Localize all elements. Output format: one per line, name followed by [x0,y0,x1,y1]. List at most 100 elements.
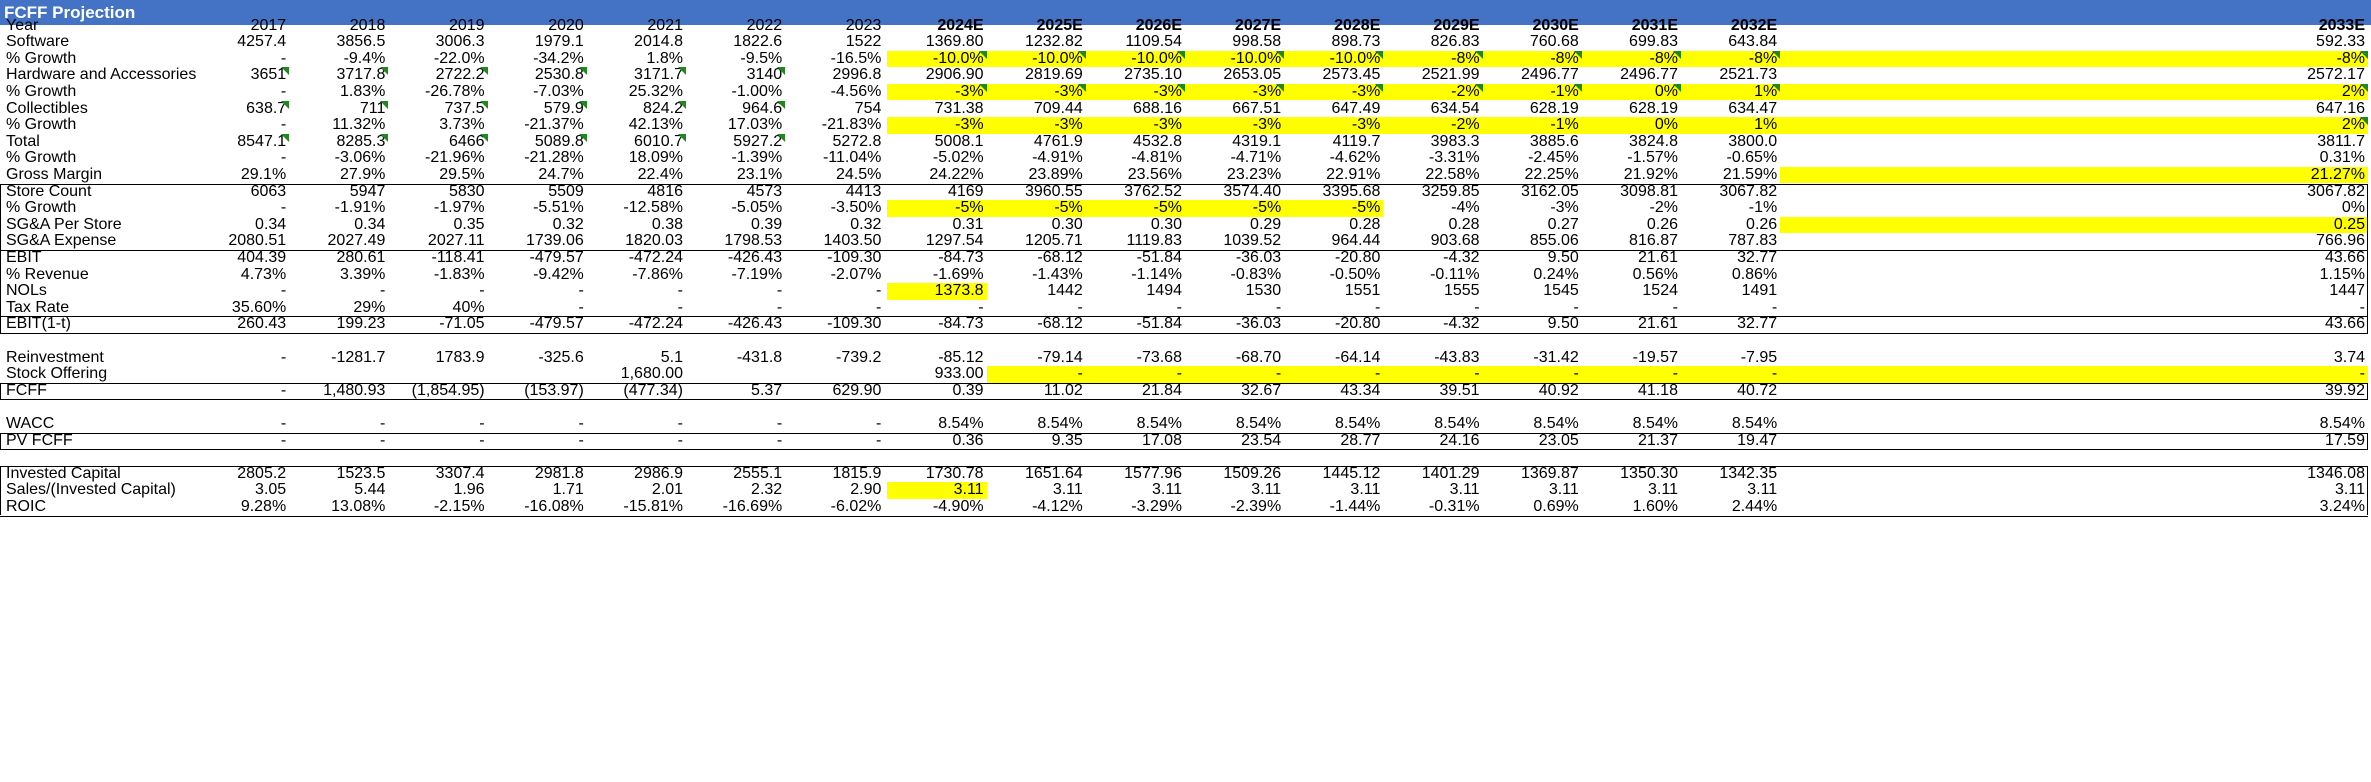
table-cell[interactable]: -11.04% [822,149,882,167]
table-cell[interactable]: - [1681,365,1781,383]
table-cell[interactable]: 23.54 [1241,431,1282,449]
table-cell[interactable]: 4319.1 [1232,132,1282,150]
table-cell[interactable]: 0.31 [952,215,984,233]
table-cell[interactable]: -5.02% [932,149,984,167]
table-cell[interactable]: -4.32 [1443,315,1480,333]
table-cell[interactable]: 1442 [1047,282,1083,300]
table-cell[interactable] [1681,399,1780,416]
table-cell[interactable]: 23.05 [1538,431,1579,449]
row-label[interactable]: Total [6,132,40,150]
table-cell[interactable]: -84.73 [938,248,984,266]
table-cell[interactable]: - [1672,298,1678,316]
table-cell[interactable]: - [677,431,683,449]
table-cell[interactable]: 647.49 [1331,99,1381,117]
row-label[interactable]: SG&A Expense [6,232,117,250]
table-cell[interactable]: 2019 [448,16,485,34]
table-cell[interactable]: 0.35 [453,215,485,233]
table-cell[interactable]: 24.5% [836,165,882,183]
table-cell[interactable]: 1509.26 [1223,464,1282,482]
table-cell[interactable]: -479.57 [529,315,584,333]
table-cell[interactable]: -7.19% [731,265,783,283]
table-cell[interactable]: 40.72 [1737,381,1778,399]
table-cell[interactable]: 2% [1780,116,2368,134]
table-cell[interactable]: -36.03 [1235,315,1282,333]
table-cell[interactable]: - [876,431,882,449]
row-label[interactable]: Gross Margin [6,165,103,183]
table-cell[interactable]: -6.02% [830,497,882,515]
table-cell[interactable]: -472.24 [628,315,683,333]
table-cell[interactable]: 1530 [1245,282,1282,300]
table-cell[interactable]: - [1573,298,1579,316]
table-cell[interactable]: 23.23% [1226,165,1282,183]
table-cell[interactable]: 1.15% [2319,265,2365,283]
table-cell[interactable]: 2033E [2318,16,2365,34]
table-cell[interactable]: 2496.77 [1520,66,1579,84]
table-cell[interactable]: 2981.8 [534,464,584,482]
table-cell[interactable] [1780,399,2368,416]
table-cell[interactable]: - [578,414,584,432]
table-cell[interactable]: -3% [1284,83,1384,101]
table-cell[interactable]: 3067.82 [2307,182,2365,200]
table-cell[interactable]: 2021 [647,16,683,34]
table-cell[interactable]: 1373.8 [887,282,987,300]
table-cell[interactable]: -109.30 [827,248,882,266]
table-cell[interactable]: 6010.7 [587,133,687,151]
table-cell[interactable]: 8.54% [1335,414,1381,432]
table-cell[interactable]: -12.58% [623,199,683,217]
table-cell[interactable]: 29.5% [439,165,485,183]
table-cell[interactable]: -8% [1482,50,1582,68]
table-cell[interactable]: 2031E [1631,16,1678,34]
table-cell[interactable]: 1% [1681,116,1781,134]
table-cell[interactable]: 638.7 [190,100,290,118]
table-cell[interactable]: - [1482,365,1582,383]
table-cell[interactable]: -26.78% [424,82,485,100]
table-cell[interactable]: 816.87 [1629,232,1678,250]
table-cell[interactable]: 21.84 [1141,381,1182,399]
table-cell[interactable]: 1,680.00 [620,365,683,383]
table-cell[interactable]: -7.03% [533,82,584,100]
table-cell[interactable]: 1297.54 [925,232,984,250]
table-cell[interactable]: 1346.08 [2307,464,2365,482]
table-cell[interactable]: 1232.82 [1024,33,1083,51]
table-cell[interactable]: 711 [289,100,389,118]
table-cell[interactable]: -10.0% [1185,50,1285,68]
table-cell[interactable]: 688.16 [1133,99,1182,117]
table-cell[interactable]: -10.0% [1085,50,1186,68]
table-cell[interactable]: 2032E [1730,16,1778,34]
table-cell[interactable]: 737.5 [388,100,488,118]
table-cell[interactable]: 1783.9 [435,348,485,366]
table-cell[interactable]: - [280,82,287,100]
table-cell[interactable] [488,399,587,416]
table-cell[interactable]: 41.18 [1637,381,1678,399]
table-cell[interactable]: 1039.52 [1223,232,1282,250]
table-cell[interactable] [887,449,986,466]
table-cell[interactable]: -0.50% [1329,265,1381,283]
table-cell[interactable]: 1.71 [552,481,584,499]
table-cell[interactable]: 0.39 [952,381,984,399]
table-cell[interactable]: 2029E [1433,16,1480,34]
table-cell[interactable] [488,333,587,350]
table-cell[interactable]: -43.83 [1434,348,1480,366]
table-cell[interactable]: - [876,298,882,316]
table-cell[interactable]: 4573 [746,182,783,200]
table-cell[interactable] [1086,399,1185,416]
table-cell[interactable]: 1350.30 [1620,464,1678,482]
table-cell[interactable]: 43.66 [2324,315,2365,333]
table-cell[interactable]: -2% [1383,116,1483,134]
table-cell[interactable]: 28.77 [1340,431,1381,449]
table-cell[interactable]: -3% [1185,116,1285,134]
table-cell[interactable] [289,333,388,350]
table-cell[interactable]: -2.39% [1230,497,1282,515]
table-cell[interactable]: 199.23 [336,315,386,333]
table-cell[interactable] [1086,449,1185,466]
table-cell[interactable]: 3140 [686,67,786,84]
table-cell[interactable]: 4257.4 [237,33,287,51]
table-cell[interactable]: -15.81% [623,497,683,515]
table-cell[interactable]: 32.77 [1737,315,1778,333]
table-cell[interactable]: 1524 [1642,282,1678,300]
table-cell[interactable]: 40.92 [1538,381,1579,399]
table-cell[interactable]: 647.16 [2316,99,2365,117]
table-cell[interactable]: -4.81% [1131,149,1182,167]
table-cell[interactable]: 2906.90 [925,66,984,84]
table-cell[interactable]: 2023 [845,16,882,34]
